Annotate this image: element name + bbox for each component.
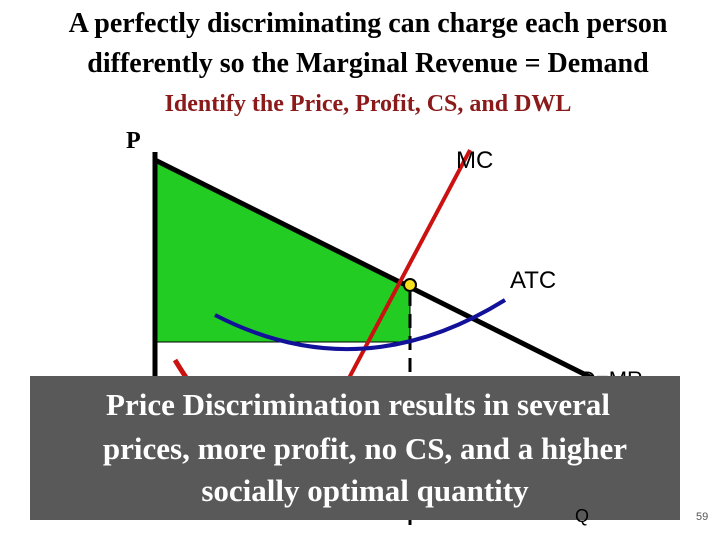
y-axis-label: P: [126, 128, 141, 154]
callout-line: socially optimal quantity: [201, 473, 529, 508]
mc-label: MC: [456, 147, 493, 174]
x-axis-label: Q: [575, 506, 589, 526]
atc-label: ATC: [510, 267, 556, 294]
callout-line: Price Discrimination results in several: [106, 387, 610, 422]
title-line: differently so the Marginal Revenue = De…: [87, 48, 649, 79]
callout-box: [30, 376, 680, 520]
page-number: 59: [696, 511, 708, 523]
demand-line: [153, 157, 602, 385]
subtitle: Identify the Price, Profit, CS, and DWL: [165, 91, 572, 117]
atc-curve: [214, 298, 507, 352]
equilibrium-point: [403, 278, 417, 292]
surplus-area: [154, 159, 411, 343]
callout-line: prices, more profit, no CS, and a higher: [103, 431, 627, 466]
mc-curve: [338, 149, 472, 396]
title-line: A perfectly discriminating can charge ea…: [69, 8, 668, 39]
